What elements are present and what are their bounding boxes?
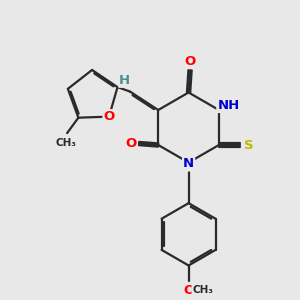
Text: O: O [125, 137, 136, 150]
Text: CH₃: CH₃ [192, 285, 213, 296]
Text: CH₃: CH₃ [55, 138, 76, 148]
Text: O: O [184, 55, 196, 68]
Text: NH: NH [217, 99, 239, 112]
Text: N: N [183, 158, 194, 170]
Text: H: H [119, 74, 130, 87]
Text: S: S [244, 139, 254, 152]
Text: O: O [183, 284, 194, 297]
Text: O: O [103, 110, 115, 123]
